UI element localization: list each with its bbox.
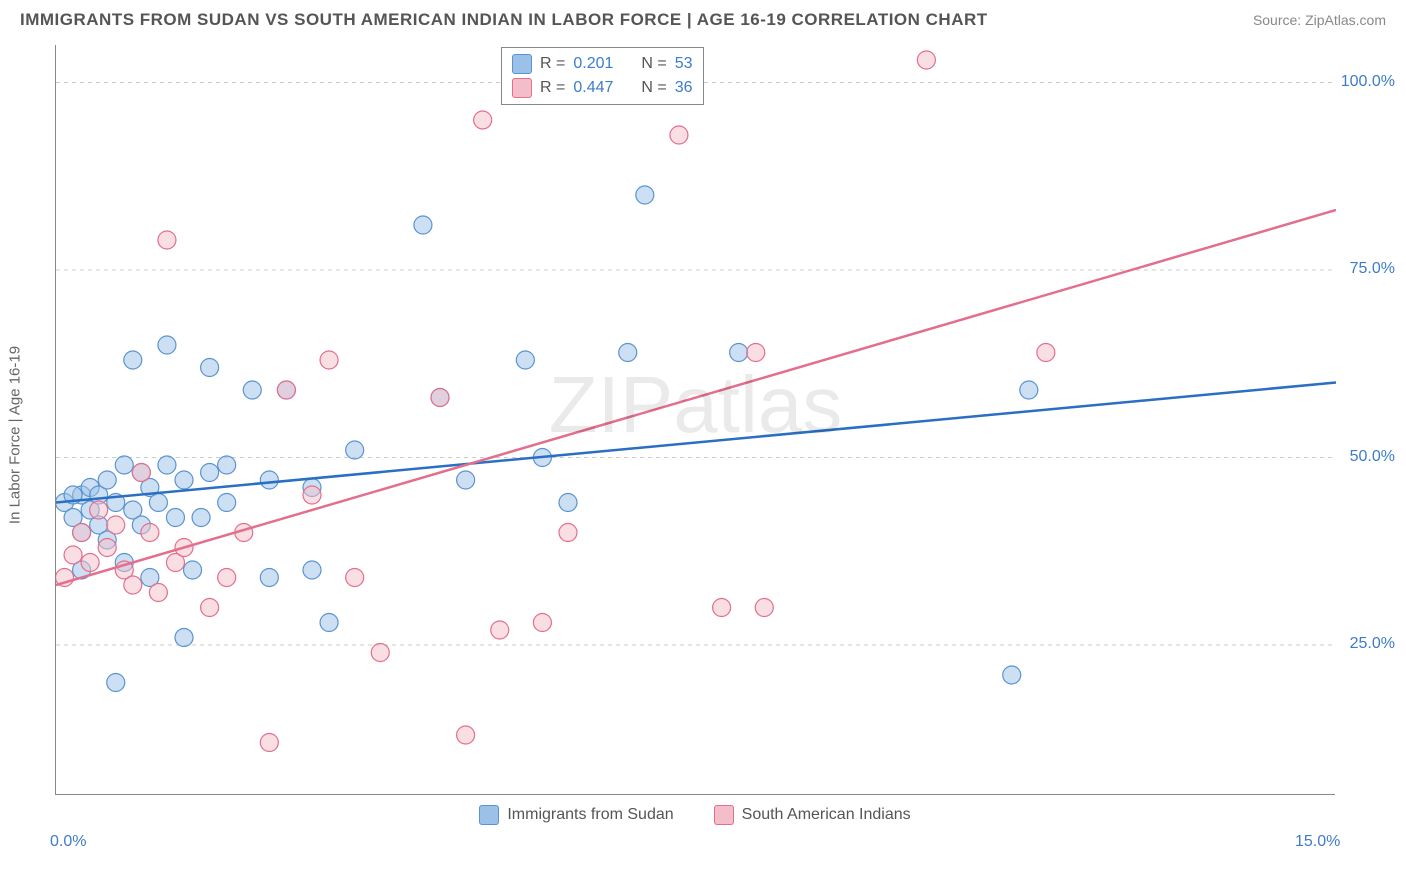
plot-area: ZIPatlas R = 0.201 N = 53 R = 0.447 N = … xyxy=(55,45,1335,795)
legend-item-label: Immigrants from Sudan xyxy=(507,806,673,824)
legend-correlation: R = 0.201 N = 53 R = 0.447 N = 36 xyxy=(501,47,704,105)
legend-row: R = 0.447 N = 36 xyxy=(512,76,693,100)
legend-swatch-icon xyxy=(714,805,734,825)
legend-series: Immigrants from Sudan South American Ind… xyxy=(55,805,1335,825)
legend-row: R = 0.201 N = 53 xyxy=(512,52,693,76)
legend-n-value: 53 xyxy=(675,55,693,73)
y-tick-label: 100.0% xyxy=(1341,73,1395,91)
legend-r-value: 0.201 xyxy=(573,55,613,73)
legend-item: South American Indians xyxy=(714,805,911,825)
page-title: IMMIGRANTS FROM SUDAN VS SOUTH AMERICAN … xyxy=(20,10,988,30)
y-tick-label: 75.0% xyxy=(1350,260,1395,278)
source-attribution: Source: ZipAtlas.com xyxy=(1253,12,1386,28)
y-axis-label: In Labor Force | Age 16-19 xyxy=(7,346,24,524)
legend-swatch-icon xyxy=(512,54,532,74)
legend-item: Immigrants from Sudan xyxy=(479,805,673,825)
legend-item-label: South American Indians xyxy=(742,806,911,824)
legend-n-label: N = xyxy=(641,55,666,73)
y-tick-label: 50.0% xyxy=(1350,448,1395,466)
header: IMMIGRANTS FROM SUDAN VS SOUTH AMERICAN … xyxy=(0,0,1406,35)
legend-r-label: R = xyxy=(540,79,565,97)
legend-r-label: R = xyxy=(540,55,565,73)
x-tick-label: 15.0% xyxy=(1295,833,1340,851)
scatter-chart xyxy=(56,45,1336,795)
legend-swatch-icon xyxy=(479,805,499,825)
x-tick-label: 0.0% xyxy=(50,833,86,851)
legend-r-value: 0.447 xyxy=(573,79,613,97)
legend-n-label: N = xyxy=(641,79,666,97)
y-tick-label: 25.0% xyxy=(1350,635,1395,653)
legend-n-value: 36 xyxy=(675,79,693,97)
chart-container: In Labor Force | Age 16-19 ZIPatlas R = … xyxy=(55,45,1385,825)
legend-swatch-icon xyxy=(512,78,532,98)
